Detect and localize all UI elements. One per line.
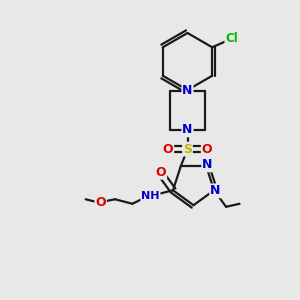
Text: NH: NH bbox=[141, 191, 160, 201]
Text: N: N bbox=[182, 123, 193, 136]
Text: O: O bbox=[163, 142, 173, 156]
Text: N: N bbox=[210, 184, 220, 197]
Text: O: O bbox=[156, 166, 166, 179]
Text: S: S bbox=[183, 142, 192, 156]
Text: N: N bbox=[182, 84, 193, 97]
Text: Cl: Cl bbox=[225, 32, 238, 45]
Text: O: O bbox=[202, 142, 212, 156]
Text: O: O bbox=[95, 196, 106, 209]
Text: N: N bbox=[202, 158, 213, 171]
